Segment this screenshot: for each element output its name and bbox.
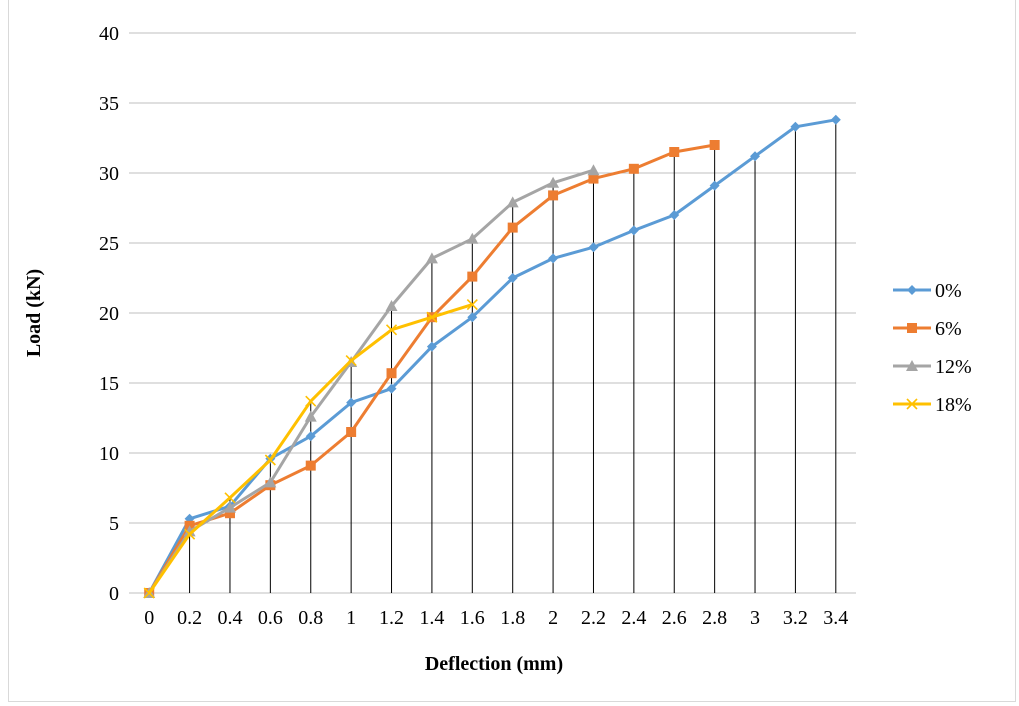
- x-tick-label: 0: [144, 607, 154, 629]
- y-tick-label: 10: [99, 443, 119, 465]
- data-point: [224, 492, 236, 504]
- series-line: [147, 118, 837, 594]
- data-point: [264, 454, 276, 466]
- data-point: [507, 222, 518, 233]
- data-point: [669, 210, 680, 220]
- series-line: [147, 168, 594, 594]
- series-0%: [144, 114, 841, 598]
- y-axis-title: Load (kN): [23, 269, 45, 357]
- grid: [129, 32, 856, 594]
- legend-marker: [906, 360, 918, 371]
- data-point: [305, 395, 317, 407]
- data-point: [466, 232, 479, 244]
- x-tick-label: 1.8: [500, 607, 525, 629]
- x-tick-label: 0.4: [217, 607, 242, 629]
- legend-item: 12%: [893, 356, 972, 378]
- series: [143, 114, 841, 599]
- legend-marker: [906, 398, 918, 410]
- data-point: [183, 525, 196, 537]
- data-point: [304, 410, 317, 422]
- y-tick-label: 0: [109, 583, 119, 605]
- legend-label: 0%: [935, 280, 962, 302]
- legend-label: 18%: [935, 394, 972, 416]
- data-point: [143, 587, 155, 599]
- series-18%: [143, 299, 478, 599]
- legend-item: 18%: [893, 394, 972, 416]
- data-point: [425, 252, 438, 264]
- data-point: [466, 299, 478, 311]
- data-point: [184, 528, 196, 540]
- legend-label: 6%: [935, 318, 962, 340]
- x-axis-title: Deflection (mm): [425, 653, 563, 675]
- data-point: [385, 324, 398, 336]
- x-axis-ticks: 0 0.2 0.4 0.6 0.8 1 1.2 1.4 1.6 1.8 2 2.2 2.4 2.6 2.8 3…: [144, 607, 848, 629]
- x-tick-label: 1.4: [419, 607, 444, 629]
- x-tick-label: 0.8: [298, 607, 323, 629]
- legend-label: 12%: [935, 356, 972, 378]
- legend-marker: [907, 285, 917, 295]
- x-tick-label: 2.8: [702, 607, 727, 629]
- data-point: [346, 397, 357, 408]
- y-axis-ticks: 0 5 10 15 20 25 30 35 40: [99, 23, 119, 605]
- legend-item: 0%: [893, 280, 962, 302]
- x-tick-label: 1: [346, 607, 356, 629]
- y-tick-label: 5: [109, 513, 119, 535]
- data-point: [386, 383, 397, 394]
- data-point: [548, 190, 559, 201]
- data-point: [386, 368, 397, 379]
- data-point: [548, 253, 559, 264]
- data-point: [385, 300, 398, 311]
- data-point: [305, 460, 316, 471]
- data-point: [830, 114, 841, 125]
- data-point: [467, 271, 478, 282]
- data-point: [588, 173, 599, 184]
- data-point: [345, 355, 357, 367]
- data-point: [750, 151, 761, 162]
- data-point: [426, 341, 437, 352]
- x-tick-label: 1.6: [460, 607, 485, 629]
- x-tick-label: 2: [548, 607, 558, 629]
- x-tick-label: 0.2: [177, 607, 202, 629]
- data-point: [669, 147, 680, 157]
- data-point: [224, 508, 235, 519]
- data-point: [223, 501, 236, 513]
- y-tick-label: 25: [99, 233, 119, 255]
- drop-lines: [189, 119, 837, 593]
- y-tick-label: 40: [99, 23, 119, 45]
- data-point: [346, 427, 357, 437]
- x-tick-label: 2.2: [581, 607, 606, 629]
- legend-marker: [907, 323, 917, 333]
- data-point: [426, 311, 438, 323]
- data-point: [628, 163, 639, 174]
- y-tick-label: 30: [99, 163, 119, 185]
- x-tick-label: 2.4: [621, 607, 646, 629]
- data-point: [506, 196, 519, 208]
- data-point: [790, 121, 801, 132]
- data-point: [588, 242, 599, 253]
- chart-frame: [8, 0, 1016, 702]
- y-tick-label: 20: [99, 303, 119, 325]
- series-12%: [143, 164, 600, 598]
- x-tick-label: 3.2: [783, 607, 808, 629]
- y-tick-label: 35: [99, 93, 119, 115]
- data-point: [264, 476, 277, 488]
- data-point: [628, 225, 639, 236]
- x-tick-label: 3: [750, 607, 760, 629]
- x-tick-label: 2.6: [662, 607, 687, 629]
- data-point: [709, 180, 720, 191]
- legend-item: 6%: [893, 318, 962, 340]
- data-point: [507, 273, 518, 283]
- y-tick-label: 15: [99, 373, 119, 395]
- x-tick-label: 1.2: [379, 607, 404, 629]
- legend: 0% 6% 12% 18%: [893, 280, 972, 416]
- data-point: [587, 164, 600, 176]
- x-tick-label: 0.6: [258, 607, 283, 629]
- data-point: [709, 140, 720, 150]
- data-point: [547, 176, 560, 188]
- x-tick-label: 3.4: [823, 607, 848, 629]
- data-point: [467, 312, 478, 323]
- data-point: [305, 431, 316, 442]
